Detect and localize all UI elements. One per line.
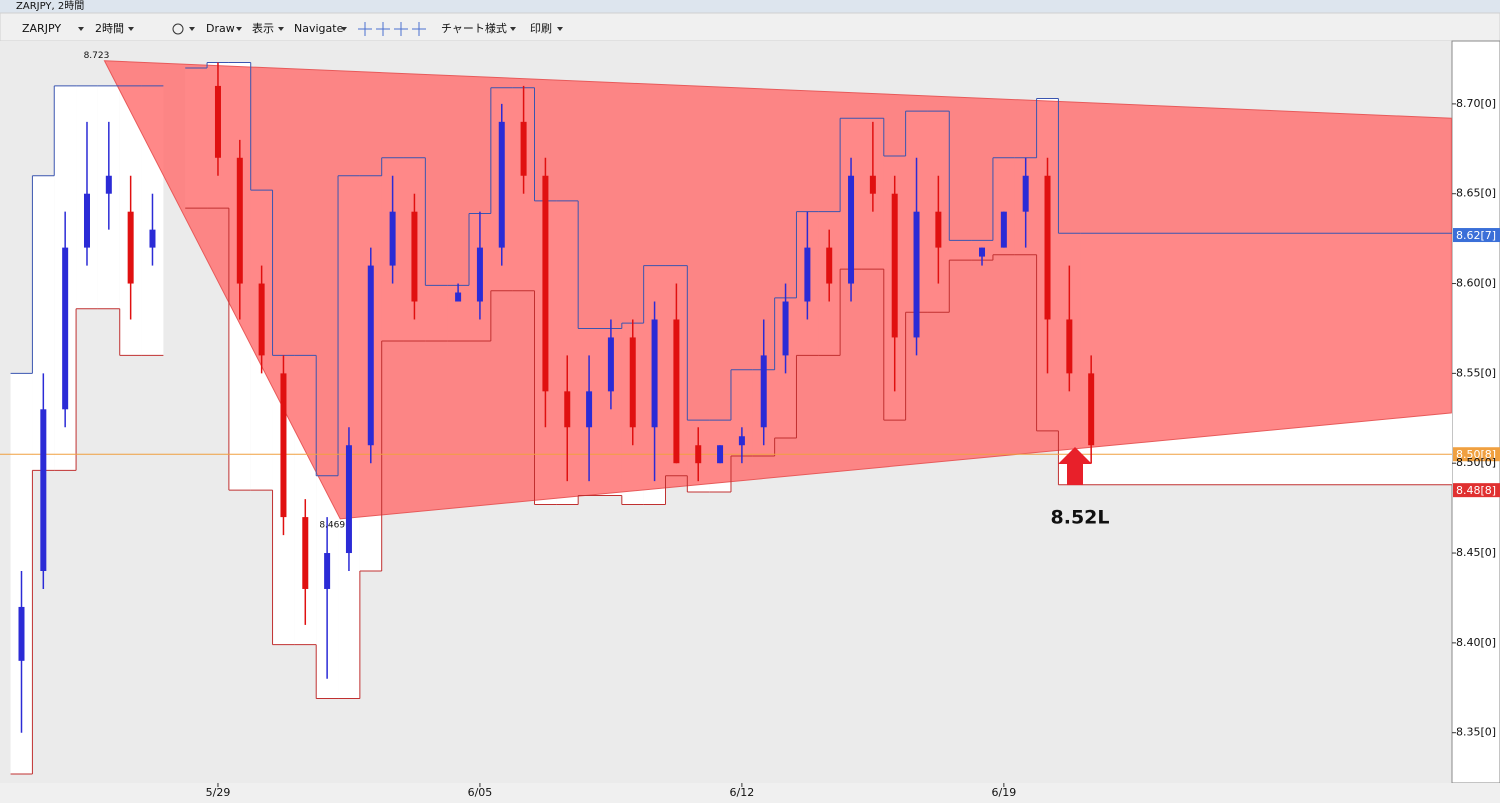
candle-body: [520, 121, 527, 176]
draw-menu[interactable]: Draw: [206, 22, 235, 35]
candle-body: [389, 211, 396, 266]
candle-body: [760, 355, 767, 428]
candle-body: [345, 445, 352, 554]
chart-layers: 8.62[7] 8.50[8] 8.48[8] 8.723 8.469 8.35[0] 8.…: [0, 51, 1500, 799]
dropdown-arrow: [128, 27, 134, 31]
navigate-menu[interactable]: Navigate: [294, 22, 344, 35]
candle-body: [1022, 175, 1029, 212]
y-tick-label: 8.35[0]: [1456, 726, 1496, 739]
price-marker-label: 8.50[8]: [1456, 448, 1496, 461]
candle-body: [498, 121, 505, 248]
candle-body: [651, 319, 658, 428]
dropdown-arrow: [189, 27, 195, 31]
price-axis: [1451, 40, 1500, 784]
chart-style-menu[interactable]: チャート様式: [441, 21, 507, 35]
time-axis: [0, 783, 1500, 803]
candle-body: [979, 247, 986, 257]
candle-body: [586, 391, 593, 428]
candle-body: [542, 175, 549, 392]
line-layer: [0, 62, 1452, 775]
dropdown-arrow: [236, 27, 242, 31]
candle-body: [280, 373, 287, 518]
window-title: ZARJPY, 2時間: [16, 0, 84, 12]
x-tick-label: 6/05: [468, 786, 493, 799]
candle-body: [236, 157, 243, 284]
x-tick-label: 6/19: [991, 786, 1016, 799]
symbol-select[interactable]: ZARJPY: [22, 22, 61, 35]
candle-layer: [18, 62, 1095, 733]
candle-body: [629, 337, 636, 428]
price-marker-label: 8.48[8]: [1456, 484, 1496, 497]
candle-body: [40, 409, 47, 571]
candle-body: [564, 391, 571, 428]
candle-body: [804, 247, 811, 302]
y-tick-label: 8.45[0]: [1456, 546, 1496, 559]
candle-body: [455, 292, 462, 302]
candle-body: [105, 175, 112, 194]
dropdown-arrow: [78, 27, 84, 31]
candle-body: [1000, 211, 1007, 248]
candle-body: [673, 319, 680, 464]
candle-body: [782, 301, 789, 356]
candle-body: [1044, 175, 1051, 320]
price-marker: [1453, 447, 1500, 462]
candle-body: [891, 193, 898, 338]
candle-body: [324, 553, 331, 589]
x-tick-label: 6/12: [730, 786, 755, 799]
candle-body: [476, 247, 483, 302]
crosshair-tools[interactable]: [358, 22, 426, 36]
shape-tool[interactable]: [172, 23, 184, 35]
toolbar: [0, 12, 1500, 42]
candle-body: [62, 247, 69, 410]
candle-body: [127, 211, 134, 284]
dropdown-arrow: [557, 27, 563, 31]
y-tick-label: 8.65[0]: [1456, 187, 1496, 200]
candle-body: [367, 265, 374, 446]
candle-body: [1088, 373, 1095, 446]
dropdown-arrow: [278, 27, 284, 31]
axis-layer: 8.62[7] 8.50[8] 8.48[8] 8.723 8.469 8.35[0] 8.…: [84, 51, 1500, 799]
view-menu[interactable]: 表示: [252, 21, 274, 35]
candle-body: [695, 445, 702, 464]
candle-body: [149, 229, 156, 248]
price-marker: [1453, 483, 1500, 498]
y-tick-label: 8.60[0]: [1456, 277, 1496, 290]
candle-body: [913, 211, 920, 338]
candle-body: [411, 211, 418, 302]
candle-body: [214, 85, 221, 158]
y-tick-label: 8.50[0]: [1456, 456, 1496, 469]
signal-label: 8.52L: [1051, 507, 1110, 529]
candle-body: [738, 436, 745, 446]
candle-body: [869, 175, 876, 194]
dropdown-arrow: [341, 27, 347, 31]
timeframe-select[interactable]: 2時間: [95, 22, 124, 35]
y-tick-label: 8.55[0]: [1456, 366, 1496, 379]
candle-body: [848, 175, 855, 284]
candle-body: [717, 445, 724, 464]
candle-body: [83, 193, 90, 248]
candle-body: [826, 247, 833, 284]
title-bar: [0, 0, 1500, 13]
candle-body: [935, 211, 942, 248]
candle-body: [1066, 319, 1073, 374]
print-menu[interactable]: 印刷: [530, 22, 552, 35]
price-annotation: 8.469: [319, 520, 345, 530]
price-marker: [1453, 228, 1500, 243]
channel-band: [32, 175, 55, 471]
signal-arrow: [1058, 447, 1092, 485]
dropdown-arrow: [510, 27, 516, 31]
candle-body: [302, 517, 309, 589]
y-tick-label: 8.70[0]: [1456, 97, 1496, 110]
price-annotation: 8.723: [84, 51, 110, 61]
candle-body: [258, 283, 265, 356]
y-tick-label: 8.40[0]: [1456, 636, 1496, 649]
candle-body: [607, 337, 614, 392]
candle-body: [18, 606, 25, 661]
price-marker-label: 8.62[7]: [1456, 229, 1496, 242]
x-tick-label: 5/29: [206, 786, 231, 799]
